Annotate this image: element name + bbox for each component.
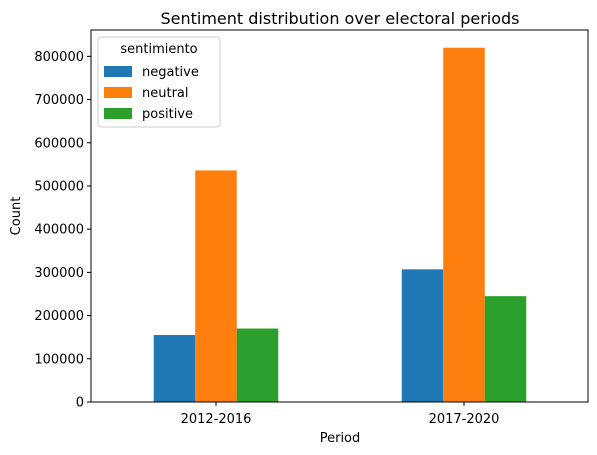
y-tick-label: 200000: [34, 309, 84, 324]
x-axis-ticks: 2012-2016 2017-2020: [181, 402, 500, 427]
y-tick-label: 300000: [34, 266, 84, 281]
bar-positive-2012-2016: [236, 328, 279, 402]
plot-frame: [90, 29, 589, 403]
y-tick-label: 400000: [34, 223, 84, 238]
legend-title: sentimiento: [120, 42, 197, 57]
bar-neutral-2017-2020: [443, 47, 485, 402]
legend-swatch-neutral: [104, 87, 132, 98]
legend-label-negative: negative: [142, 65, 199, 80]
legend-label-positive: positive: [142, 107, 193, 122]
y-tick-label: 800000: [34, 50, 84, 65]
y-axis-label: Count: [9, 197, 24, 236]
y-tick-label: 100000: [34, 352, 84, 367]
bars-group: [153, 47, 527, 402]
y-axis-ticks: 0 100000 200000 300000 400000 500000 600000 700…: [34, 50, 91, 411]
y-tick-label: 600000: [34, 136, 84, 151]
legend-box: [97, 36, 221, 128]
bar-neutral-2012-2016: [195, 170, 237, 402]
legend-label-neutral: neutral: [142, 86, 189, 101]
bar-positive-2017-2020: [484, 296, 527, 402]
x-tick-label: 2017-2020: [429, 412, 500, 427]
bar-negative-2017-2020: [401, 269, 444, 402]
y-tick-label: 0: [76, 396, 84, 411]
chart-title: Sentiment distribution over electoral pe…: [160, 9, 519, 28]
legend-swatch-positive: [104, 108, 132, 119]
x-axis-label: Period: [320, 431, 361, 446]
y-tick-label: 500000: [34, 179, 84, 194]
legend: sentimiento negative neutral positive: [97, 36, 221, 128]
y-tick-label: 700000: [34, 93, 84, 108]
legend-swatch-negative: [104, 66, 132, 77]
x-tick-label: 2012-2016: [181, 412, 252, 427]
bar-negative-2012-2016: [153, 335, 196, 402]
